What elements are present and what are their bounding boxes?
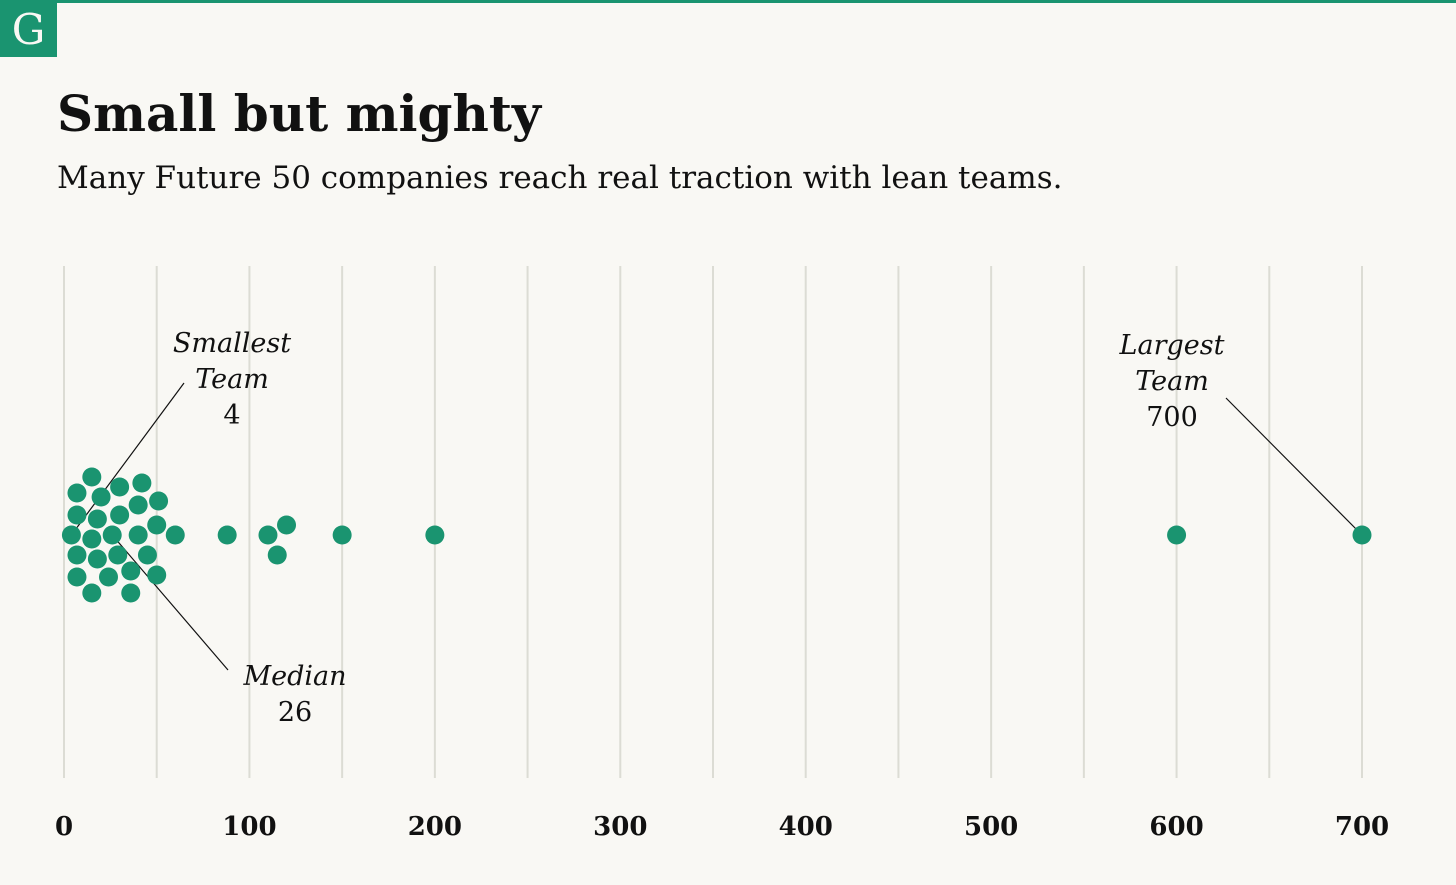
brand-logo[interactable]: G [0, 3, 57, 57]
chart-subtitle: Many Future 50 companies reach real trac… [57, 160, 1063, 196]
x-tick-label: 700 [1335, 812, 1389, 842]
smallest-leader-line [70, 382, 185, 536]
largest-value: 700 [1146, 402, 1198, 433]
largest-label: Largest [1119, 330, 1225, 361]
x-tick-label: 0 [55, 812, 73, 842]
data-point[interactable] [165, 525, 185, 545]
data-point[interactable] [102, 525, 122, 545]
data-point[interactable] [121, 583, 141, 603]
data-point[interactable] [137, 545, 157, 565]
data-point[interactable] [82, 583, 102, 603]
data-point[interactable] [332, 525, 352, 545]
x-tick-label: 400 [779, 812, 833, 842]
data-point[interactable] [67, 505, 87, 525]
smallest-label: Team [195, 364, 269, 395]
data-point[interactable] [87, 509, 107, 529]
data-point[interactable] [258, 525, 278, 545]
data-point[interactable] [267, 545, 287, 565]
data-point[interactable] [425, 525, 445, 545]
data-point[interactable] [1167, 525, 1187, 545]
smallest-value: 4 [223, 400, 240, 431]
data-point[interactable] [82, 529, 102, 549]
x-tick-label: 500 [964, 812, 1018, 842]
data-point[interactable] [108, 545, 128, 565]
data-point[interactable] [277, 515, 297, 535]
data-point[interactable] [132, 473, 152, 493]
data-point[interactable] [99, 567, 119, 587]
annotations: Smallest Team 4 Median 26 Largest Team 700 [173, 328, 1225, 728]
largest-label: Team [1135, 366, 1209, 397]
data-point[interactable] [147, 515, 167, 535]
largest-leader-line [1225, 397, 1363, 536]
data-point[interactable] [147, 565, 167, 585]
data-point[interactable] [110, 505, 130, 525]
data-point[interactable] [128, 495, 148, 515]
x-tick-label: 200 [408, 812, 462, 842]
largest-annotation: Largest Team 700 [1119, 330, 1225, 433]
data-point[interactable] [67, 567, 87, 587]
smallest-label: Smallest [173, 328, 291, 359]
data-point[interactable] [128, 525, 148, 545]
x-tick-label: 100 [222, 812, 276, 842]
data-point[interactable] [110, 477, 130, 497]
top-accent-rule [0, 0, 1456, 3]
x-tick-label: 600 [1149, 812, 1203, 842]
median-annotation: Median 26 [242, 661, 346, 728]
data-point[interactable] [82, 467, 102, 487]
data-point[interactable] [217, 525, 237, 545]
data-point[interactable] [67, 545, 87, 565]
data-point[interactable] [149, 491, 169, 511]
data-point[interactable] [121, 561, 141, 581]
data-point[interactable] [1352, 525, 1372, 545]
data-point[interactable] [61, 525, 81, 545]
x-tick-label: 300 [593, 812, 647, 842]
chart-title: Small but mighty [57, 84, 541, 143]
leader-lines [70, 382, 1363, 671]
median-leader-line [111, 534, 229, 671]
tick-labels: 0 100 200 300 400 500 600 700 [55, 812, 1389, 842]
smallest-annotation: Smallest Team 4 [173, 328, 291, 431]
data-point[interactable] [91, 487, 111, 507]
data-points [61, 467, 1372, 603]
data-point[interactable] [67, 483, 87, 503]
data-point[interactable] [87, 549, 107, 569]
median-label: Median [242, 661, 346, 692]
median-value: 26 [278, 697, 312, 728]
